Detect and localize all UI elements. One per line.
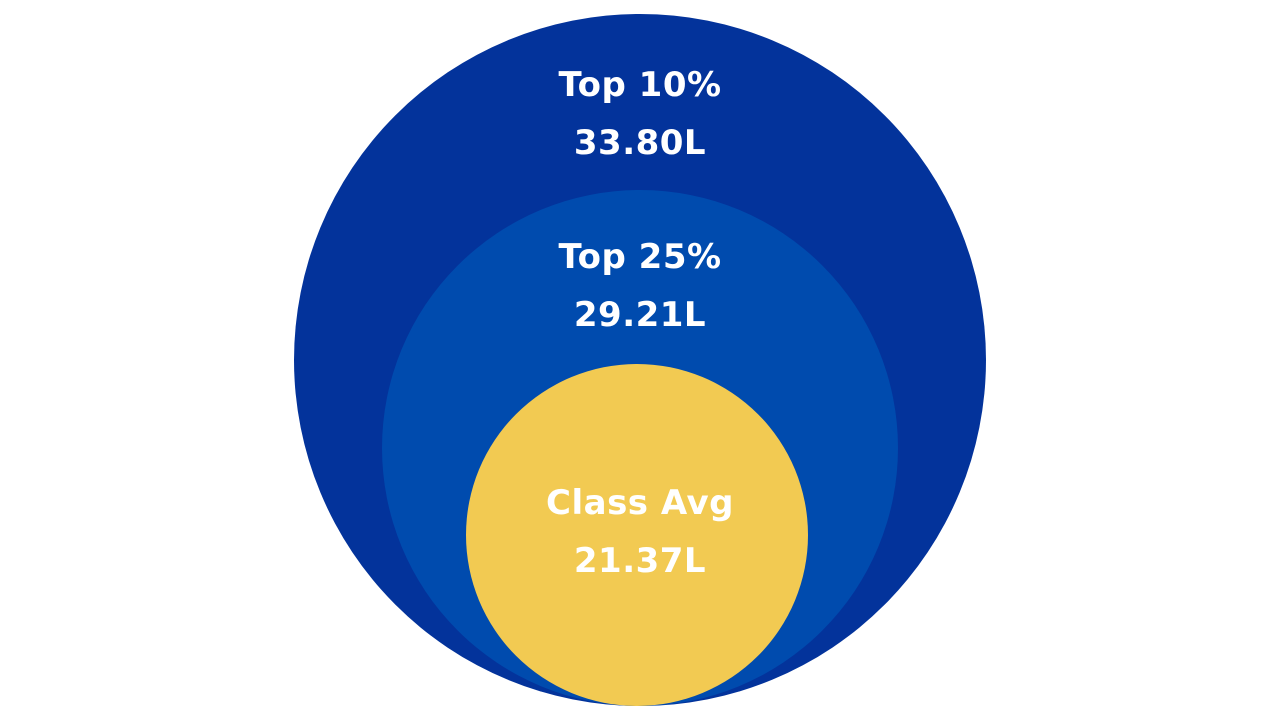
top-25-label: Top 25%	[558, 237, 722, 277]
top-10-label: Top 10%	[558, 65, 722, 105]
class-avg-label-group: Class Avg 21.37L	[0, 474, 1280, 590]
top-10-label-group: Top 10% 33.80L	[0, 56, 1280, 172]
class-avg-value: 21.37L	[573, 541, 707, 581]
class-avg-circle	[466, 364, 808, 706]
class-avg-label: Class Avg	[546, 483, 734, 523]
top-25-label-group: Top 25% 29.21L	[0, 228, 1280, 344]
top-25-value: 29.21L	[573, 295, 707, 335]
top-10-value: 33.80L	[573, 123, 707, 163]
